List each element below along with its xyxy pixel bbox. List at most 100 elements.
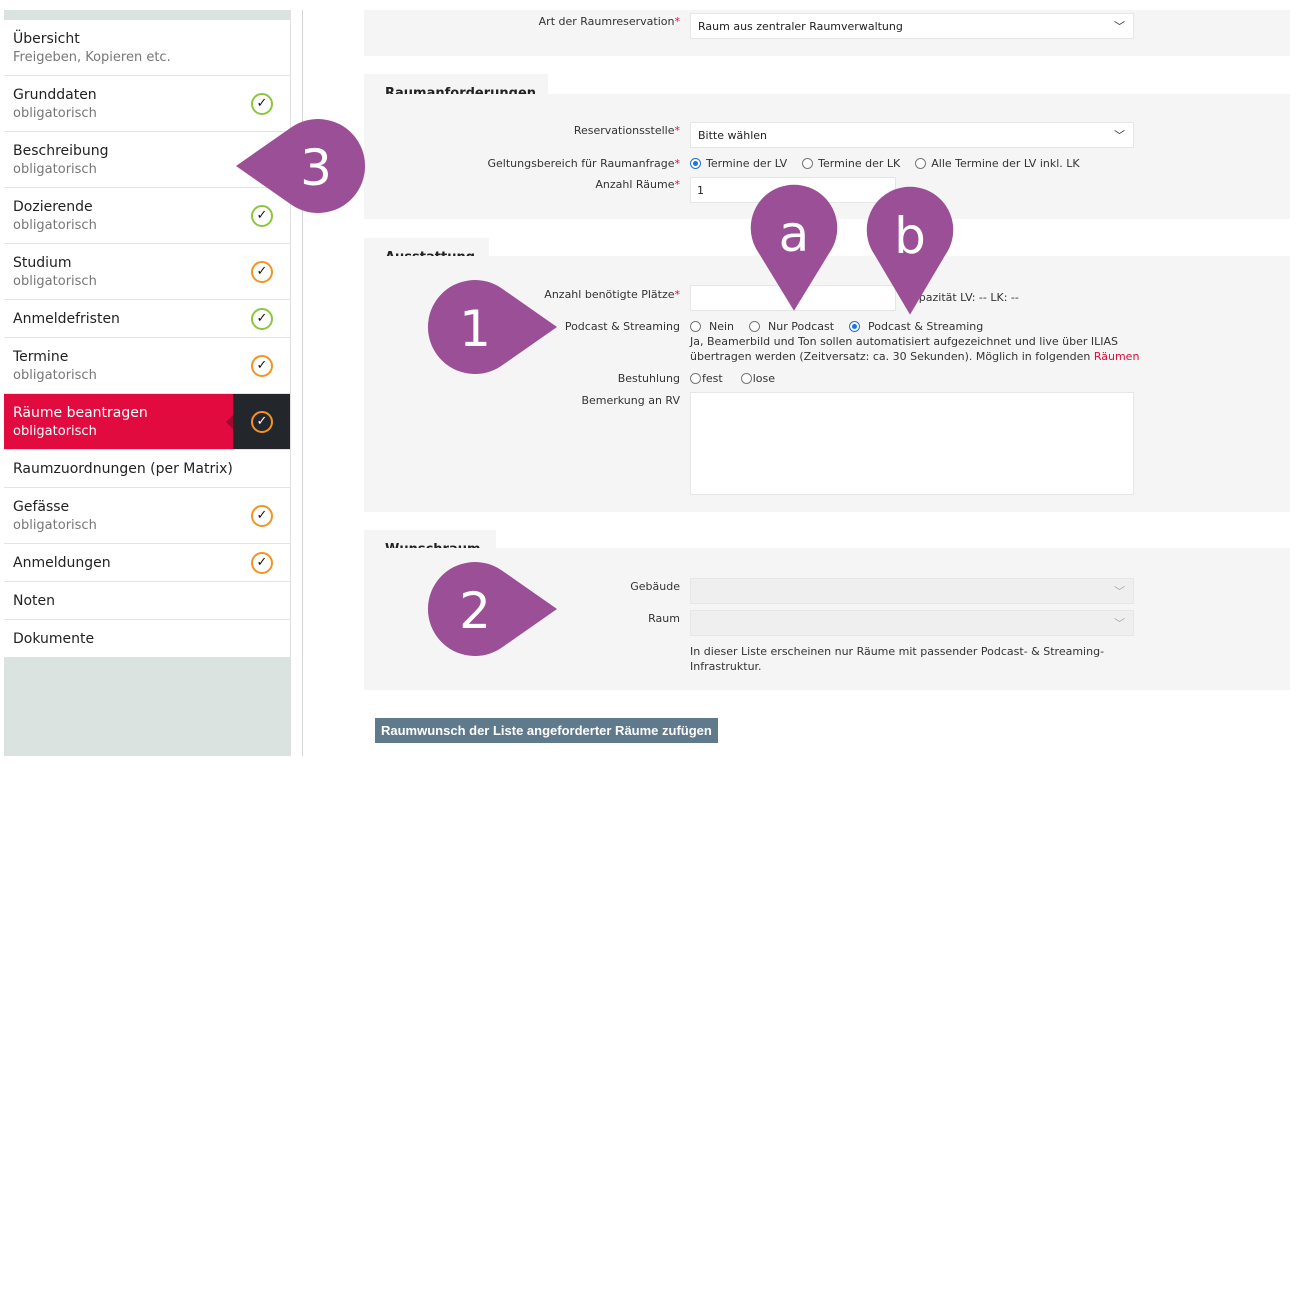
reservationsstelle-label: Reservationsstelle* — [573, 124, 680, 137]
sidebar-item[interactable]: Grunddaten obligatorisch ✓ — [4, 76, 290, 132]
sidebar-item-title: Übersicht — [13, 30, 80, 47]
radio-podcast-streaming[interactable] — [849, 321, 861, 332]
annotation-label-3: 3 — [300, 139, 332, 197]
annotation-marker-b — [866, 186, 954, 315]
art-select[interactable]: Raum aus zentraler Raumverwaltung ﹀ — [690, 13, 1134, 39]
sidebar-item[interactable]: Räume beantragen obligatorisch ✓ — [4, 394, 290, 450]
capacity-text: Kapazität LV: -- LK: -- — [905, 291, 1019, 304]
annotation-marker-3 — [236, 118, 366, 213]
check-circle-icon: ✓ — [251, 92, 273, 115]
sidebar-item-title: Termine — [13, 348, 69, 365]
sidebar-item[interactable]: Gefässe obligatorisch ✓ — [4, 488, 290, 544]
sidebar-item[interactable]: Anmeldefristen ✓ — [4, 300, 290, 338]
check-circle-icon: ✓ — [251, 260, 273, 283]
sidebar-top-bar — [4, 10, 290, 20]
sidebar-item[interactable]: Beschreibung obligatorisch — [4, 132, 290, 188]
sidebar-item-title: Studium — [13, 254, 72, 271]
raum-label: Raum — [648, 612, 680, 625]
gebaeude-label: Gebäude — [630, 580, 680, 593]
sidebar-item-subtitle: obligatorisch — [13, 105, 97, 121]
sidebar-item-title: Raumzuordnungen (per Matrix) — [13, 460, 233, 477]
annotation-marker-2 — [427, 562, 557, 656]
sidebar-item-subtitle: obligatorisch — [13, 217, 97, 233]
check-circle-icon: ✓ — [251, 307, 273, 330]
sidebar-item-title: Gefässe — [13, 498, 70, 515]
annotation-marker-a — [750, 184, 838, 311]
radio-label: lose — [752, 372, 775, 385]
sidebar-item-subtitle: obligatorisch — [13, 273, 97, 289]
check-circle-icon: ✓ — [251, 551, 273, 574]
plaetze-label: Anzahl benötigte Plätze* — [544, 288, 680, 301]
sidebar-item-subtitle: obligatorisch — [13, 423, 97, 439]
radio-termine-lv[interactable] — [690, 158, 701, 169]
check-circle-icon: ✓ — [251, 354, 273, 377]
radio-termine-lk[interactable] — [802, 158, 814, 169]
sidebar-item[interactable]: Dokumente — [4, 620, 290, 658]
sidebar: Übersicht Freigeben, Kopieren etc. Grundda… — [4, 10, 290, 756]
sidebar-item-title: Noten — [13, 592, 56, 609]
bemerkung-label: Bemerkung an RV — [581, 394, 680, 407]
podcast-help: Ja, Beamerbild und Ton sollen automatisi… — [690, 334, 1139, 364]
anzahl-raeume-label: Anzahl Räume* — [595, 178, 680, 191]
reservationsstelle-select[interactable]: Bitte wählen ﹀ — [690, 122, 1134, 148]
radio-fest[interactable] — [690, 373, 701, 384]
sidebar-item[interactable]: Studium obligatorisch ✓ — [4, 244, 290, 300]
annotation-marker-1 — [427, 280, 557, 374]
radio-label: Nur Podcast — [768, 320, 835, 333]
check-circle-icon: ✓ — [251, 504, 273, 527]
sidebar-item[interactable]: Anmeldungen ✓ — [4, 544, 290, 582]
sidebar-item[interactable]: Übersicht Freigeben, Kopieren etc. — [4, 20, 290, 76]
bestuhlung-label: Bestuhlung — [617, 372, 680, 385]
geltungsbereich-radio-group: Termine der LV Termine der LK Alle Termi… — [690, 157, 1080, 170]
annotation-label-b: b — [894, 207, 926, 265]
sidebar-item-title: Anmeldungen — [13, 554, 111, 571]
annotation-label-a: a — [779, 205, 810, 263]
chevron-down-icon: ﹀ — [1114, 20, 1125, 33]
sidebar-item-title: Beschreibung — [13, 142, 109, 159]
radio-label: Podcast & Streaming — [868, 320, 984, 333]
sidebar-item[interactable]: Termine obligatorisch ✓ — [4, 338, 290, 394]
sidebar-item-subtitle: obligatorisch — [13, 367, 97, 383]
check-circle-icon: ✓ — [251, 204, 273, 227]
hint-line: Infrastruktur. — [690, 660, 762, 673]
sidebar-item-title: Grunddaten — [13, 86, 97, 103]
raum-select[interactable]: ﹀ — [690, 610, 1134, 636]
radio-label: fest — [702, 372, 723, 385]
sidebar-item[interactable]: Noten — [4, 582, 290, 620]
podcast-radio-group: Nein Nur Podcast Podcast & Streaming — [690, 320, 983, 333]
podcast-label: Podcast & Streaming — [564, 320, 680, 333]
help-line: Ja, Beamerbild und Ton sollen automatisi… — [690, 335, 1119, 348]
check-circle-icon: ✓ — [251, 410, 273, 433]
radio-label: Nein — [709, 320, 735, 333]
sidebar-item-title: Dokumente — [13, 630, 95, 647]
gebaeude-select[interactable]: ﹀ — [690, 578, 1134, 604]
bemerkung-textarea[interactable] — [690, 392, 1134, 495]
sidebar-item-subtitle: Freigeben, Kopieren etc. — [13, 49, 171, 65]
help-line: übertragen werden (Zeitversatz: ca. 30 S… — [690, 350, 1094, 363]
sidebar-item-title: Dozierende — [13, 198, 93, 215]
radio-nur-podcast[interactable] — [749, 321, 761, 332]
sidebar-item-subtitle: obligatorisch — [13, 161, 97, 177]
bestuhlung-radio-group: fest lose — [690, 372, 775, 385]
annotation-label-1: 1 — [459, 300, 491, 358]
art-label: Art der Raumreservation* — [538, 15, 680, 28]
sidebar-item[interactable]: Raumzuordnungen (per Matrix) — [4, 450, 290, 488]
radio-lose[interactable] — [740, 373, 752, 384]
sidebar-item[interactable]: Dozierende obligatorisch ✓ — [4, 188, 290, 244]
chevron-down-icon: ﹀ — [1114, 585, 1125, 598]
radio-label: Termine der LV — [706, 157, 788, 170]
add-room-request-button[interactable]: Raumwunsch der Liste angeforderter Räume… — [375, 718, 718, 743]
chevron-down-icon: ﹀ — [1114, 617, 1125, 630]
sidebar-item-title: Räume beantragen — [13, 404, 148, 421]
geltungsbereich-label: Geltungsbereich für Raumanfrage* — [487, 157, 680, 170]
raeume-link[interactable]: Räumen — [1093, 350, 1140, 363]
sidebar-item-title: Anmeldefristen — [13, 310, 120, 327]
sidebar-item-subtitle: obligatorisch — [13, 517, 97, 533]
hint-line: In dieser Liste erscheinen nur Räume mit… — [690, 645, 1105, 658]
chevron-down-icon: ﹀ — [1114, 129, 1125, 142]
radio-label: Termine der LK — [818, 157, 901, 170]
radio-alle-termine[interactable] — [915, 158, 927, 169]
radio-nein[interactable] — [690, 321, 701, 332]
annotation-label-2: 2 — [459, 582, 491, 640]
